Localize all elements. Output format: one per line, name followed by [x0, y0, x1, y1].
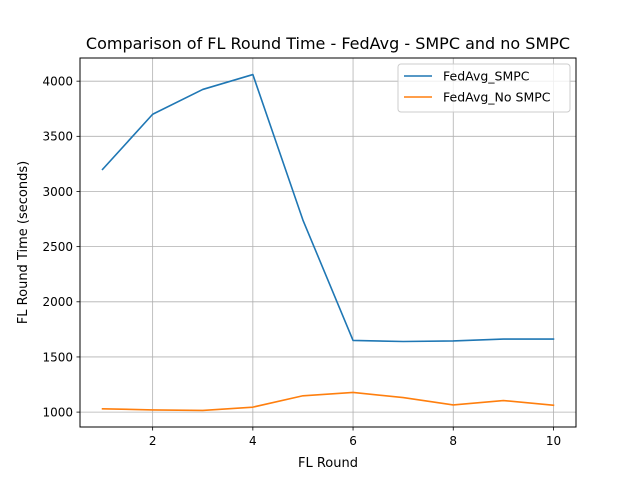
y-tick-label: 1500: [42, 350, 73, 364]
chart-title: Comparison of FL Round Time - FedAvg - S…: [86, 34, 570, 53]
legend-label-1: FedAvg_SMPC: [443, 69, 530, 84]
legend: FedAvg_SMPC FedAvg_No SMPC: [397, 63, 571, 113]
series-line-1: [101, 73, 555, 343]
plot-frame: [79, 57, 577, 428]
y-tick-label: 2000: [42, 295, 73, 309]
legend-label-2: FedAvg_No SMPC: [443, 90, 551, 105]
y-axis-ticks: 1000 1500 2000 2500 3000 3500 4000: [42, 74, 80, 419]
x-axis-label: FL Round: [298, 456, 358, 471]
series-line-2: [101, 391, 555, 412]
x-axis-ticks: 2 4 6 8 10: [149, 427, 561, 448]
x-tick-label: 8: [449, 434, 457, 448]
x-tick-label: 2: [149, 434, 157, 448]
series-lines: [101, 73, 555, 412]
y-tick-label: 3500: [42, 130, 73, 144]
x-tick-label: 10: [546, 434, 561, 448]
grid-lines: [80, 58, 576, 427]
x-tick-label: 4: [249, 434, 257, 448]
y-tick-label: 4000: [42, 74, 73, 88]
y-tick-label: 1000: [42, 405, 73, 419]
legend-box: [397, 63, 571, 113]
y-axis-label: FL Round Time (seconds): [16, 161, 31, 324]
y-tick-label: 2500: [42, 240, 73, 254]
y-tick-label: 3000: [42, 185, 73, 199]
x-tick-label: 6: [349, 434, 357, 448]
